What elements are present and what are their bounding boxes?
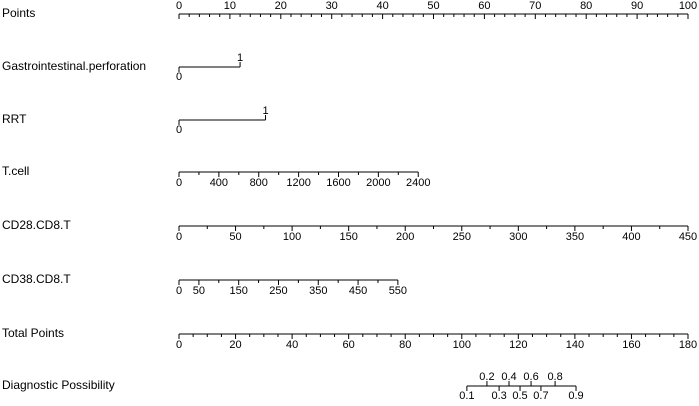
tick-label: 80 — [580, 0, 592, 12]
tick-label: 0 — [176, 0, 182, 12]
tick-label: 60 — [478, 0, 490, 12]
tick-label: 250 — [269, 285, 287, 297]
tick-label: 20 — [275, 0, 287, 12]
tick-label: 50 — [229, 231, 241, 243]
tick-label: 0.6 — [523, 371, 538, 383]
tick-label: 450 — [679, 231, 697, 243]
tick-label: 0.1 — [459, 390, 474, 401]
tick-label: 350 — [566, 231, 584, 243]
tick-label: 70 — [529, 0, 541, 12]
tick-label: 100 — [453, 339, 471, 351]
tick-label: 50 — [193, 285, 205, 297]
tick-label: 180 — [679, 339, 697, 351]
tick-label: 450 — [349, 285, 367, 297]
tick-label: 0.2 — [479, 371, 494, 383]
tick-label: 0.7 — [533, 390, 548, 401]
tick-label: 1 — [237, 52, 243, 64]
tick-label: 100 — [679, 0, 697, 12]
row-label: Gastrointestinal.perforation — [2, 59, 146, 73]
tick-label: 0.9 — [568, 390, 583, 401]
tick-label: 0 — [176, 285, 182, 297]
row-label: Diagnostic Possibility — [2, 378, 115, 392]
tick-label: 350 — [309, 285, 327, 297]
tick-label: 800 — [250, 177, 268, 189]
tick-label: 140 — [566, 339, 584, 351]
tick-label: 0 — [176, 71, 182, 83]
tick-label: 0.8 — [547, 371, 562, 383]
tick-label: 40 — [286, 339, 298, 351]
tick-label: 160 — [622, 339, 640, 351]
tick-label: 2000 — [366, 177, 390, 189]
tick-label: 30 — [326, 0, 338, 12]
row-label: Points — [2, 6, 35, 20]
tick-label: 50 — [427, 0, 439, 12]
tick-label: 550 — [389, 285, 407, 297]
tick-label: 40 — [376, 0, 388, 12]
tick-label: 1200 — [286, 177, 310, 189]
tick-label: 2400 — [406, 177, 430, 189]
tick-label: 150 — [339, 231, 357, 243]
tick-label: 0 — [176, 177, 182, 189]
tick-label: 200 — [396, 231, 414, 243]
tick-label: 0.5 — [512, 390, 527, 401]
tick-label: 150 — [230, 285, 248, 297]
tick-label: 300 — [509, 231, 527, 243]
tick-label: 120 — [509, 339, 527, 351]
tick-label: 0.4 — [501, 371, 516, 383]
tick-label: 20 — [229, 339, 241, 351]
tick-label: 90 — [631, 0, 643, 12]
row-label: CD38.CD8.T — [2, 272, 71, 286]
tick-label: 0 — [176, 124, 182, 136]
row-label: RRT — [2, 112, 27, 126]
tick-label: 400 — [210, 177, 228, 189]
tick-label: 60 — [343, 339, 355, 351]
row-label: Total Points — [2, 326, 64, 340]
tick-label: 10 — [224, 0, 236, 12]
tick-label: 1600 — [326, 177, 350, 189]
row-label: CD28.CD8.T — [2, 218, 71, 232]
tick-label: 100 — [283, 231, 301, 243]
row-label: T.cell — [2, 164, 29, 178]
tick-label: 0 — [176, 339, 182, 351]
tick-label: 0.3 — [491, 390, 506, 401]
tick-label: 0 — [176, 231, 182, 243]
tick-label: 1 — [262, 105, 268, 117]
tick-label: 400 — [622, 231, 640, 243]
tick-label: 250 — [453, 231, 471, 243]
tick-label: 80 — [399, 339, 411, 351]
